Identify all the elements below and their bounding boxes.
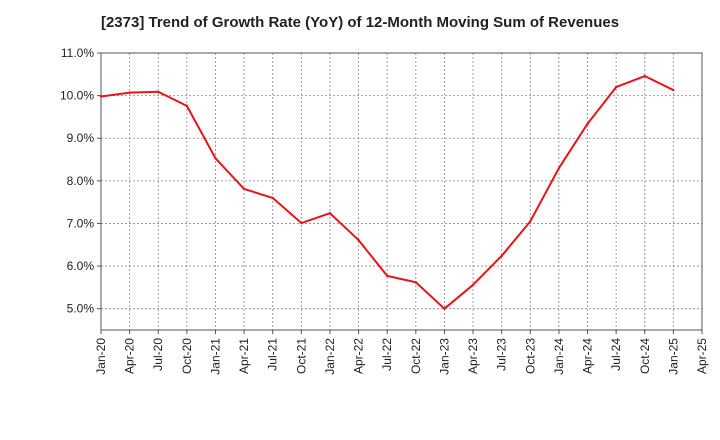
data-point — [385, 274, 389, 278]
x-tick-label: Jul-22 — [380, 338, 394, 371]
data-point — [357, 238, 360, 242]
x-tick-label: Apr-20 — [123, 338, 137, 374]
data-point — [586, 122, 589, 125]
x-tick-label: Jul-24 — [609, 338, 623, 371]
x-tick-label: Jan-22 — [323, 338, 337, 375]
x-tick-label: Jan-23 — [437, 338, 451, 375]
data-point — [500, 254, 503, 258]
x-tick-label: Apr-24 — [581, 338, 595, 374]
chart-title: [2373] Trend of Growth Rate (YoY) of 12-… — [100, 14, 620, 31]
data-point — [557, 166, 561, 170]
data-point — [443, 307, 446, 310]
data-point — [99, 95, 103, 98]
y-tick-label: 10.0% — [60, 89, 94, 103]
x-tick-label: Oct-22 — [409, 338, 423, 374]
y-tick-label: 8.0% — [67, 174, 95, 188]
data-point — [128, 91, 131, 94]
data-point — [643, 74, 646, 78]
data-point — [414, 281, 418, 284]
x-tick-label: Jan-24 — [552, 338, 566, 375]
data-point — [185, 104, 189, 108]
x-tick-label: Apr-22 — [352, 338, 366, 374]
data-point — [328, 212, 332, 215]
axes — [97, 52, 703, 334]
x-tick-label: Oct-23 — [523, 338, 537, 374]
x-tick-label: Oct-24 — [638, 338, 652, 374]
tick-labels: 5.0% 6.0% 7.0% 8.0% 9.0% 10.0% 11.0% Jan-20 Apr-… — [60, 46, 709, 375]
data-point — [242, 187, 246, 191]
data-point — [157, 90, 160, 93]
x-tick-label: Apr-21 — [237, 338, 251, 374]
x-tick-label: Apr-25 — [695, 338, 709, 374]
data-point — [672, 88, 675, 92]
x-tick-label: Jul-23 — [495, 338, 509, 371]
data-point — [471, 283, 475, 287]
y-tick-label: 5.0% — [67, 302, 95, 316]
x-tick-label: Jul-20 — [151, 338, 165, 371]
x-tick-label: Jul-21 — [266, 338, 280, 371]
data-point — [271, 196, 274, 200]
data-point — [529, 220, 532, 223]
x-tick-label: Oct-20 — [180, 338, 194, 374]
plot-frame — [100, 52, 703, 331]
x-tick-label: Apr-23 — [466, 338, 480, 374]
x-tick-label: Jan-20 — [94, 338, 108, 375]
y-tick-label: 11.0% — [61, 46, 94, 60]
data-point — [614, 85, 618, 89]
data-point — [214, 157, 217, 160]
x-tick-label: Jan-25 — [666, 338, 680, 375]
x-tick-label: Oct-21 — [294, 338, 308, 374]
y-tick-label: 7.0% — [67, 216, 95, 230]
data-point — [300, 221, 303, 225]
series-layer — [99, 74, 675, 310]
grid-lines — [101, 53, 702, 330]
x-tick-label: Jan-21 — [208, 338, 222, 375]
y-tick-label: 9.0% — [67, 131, 95, 145]
y-tick-label: 6.0% — [67, 259, 95, 273]
